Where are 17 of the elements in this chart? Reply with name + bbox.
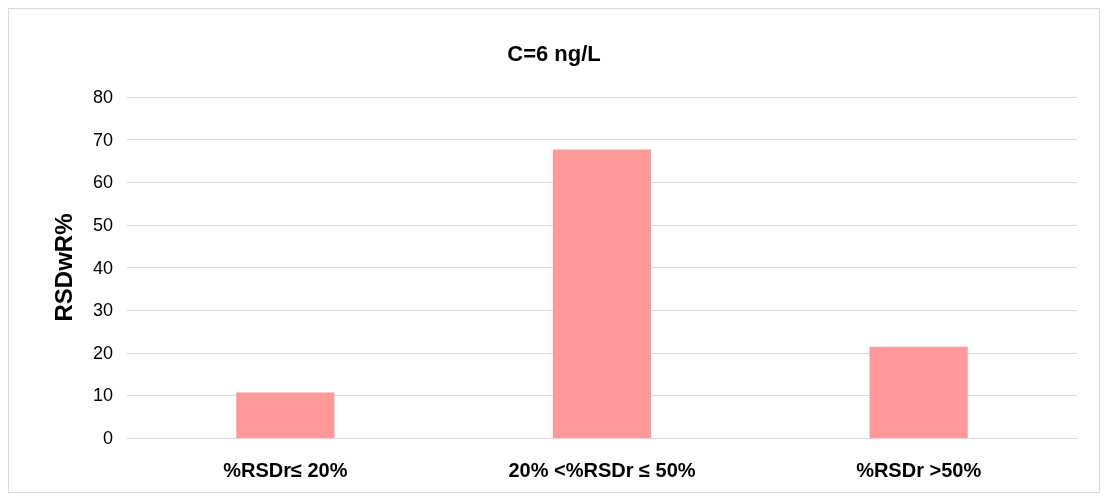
y-tick-label: 20 <box>92 342 113 363</box>
y-tick-label: 40 <box>92 257 113 278</box>
x-tick-label: %RSDr >50% <box>856 459 982 481</box>
y-tick-label: 50 <box>92 214 113 235</box>
bar <box>236 392 335 438</box>
y-axis-title: RSDwR% <box>49 213 77 322</box>
y-tick-label: 70 <box>92 129 113 150</box>
y-tick-label: 60 <box>92 172 113 193</box>
y-tick-label: 30 <box>92 300 113 321</box>
y-tick-label: 0 <box>102 428 113 448</box>
chart-title: C=6 ng/L <box>507 40 601 66</box>
x-tick-label: 20% <%RSDr ≤ 50% <box>508 459 696 481</box>
y-tick-label: 80 <box>92 87 113 107</box>
bar <box>552 149 652 438</box>
bar <box>869 346 968 438</box>
x-tick-label: %RSDr≤ 20% <box>223 459 348 481</box>
y-tick-label: 10 <box>92 385 113 406</box>
